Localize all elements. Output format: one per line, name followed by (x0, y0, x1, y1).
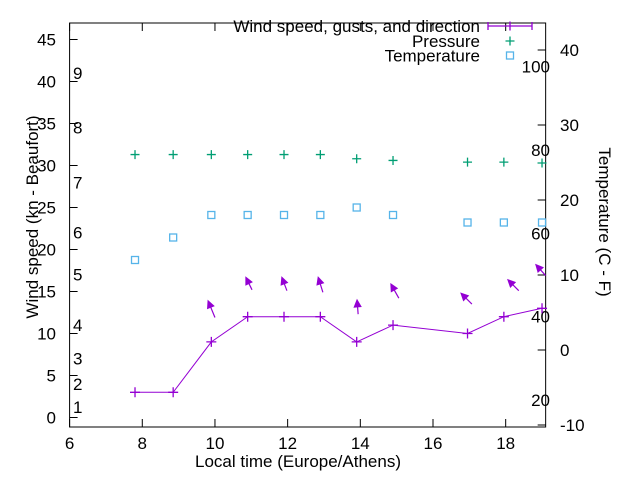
wind-direction-arrowhead (245, 276, 253, 286)
fahrenheit-label: 60 (531, 224, 550, 243)
kn-tick-label: 45 (37, 31, 56, 50)
plot-border (69, 22, 547, 428)
beaufort-label: 4 (73, 316, 82, 335)
y-axis-title-right: Temperature (C - F) (595, 147, 614, 297)
beaufort-label: 9 (73, 64, 82, 83)
pressure-marker (130, 150, 140, 160)
x-tick-label: 10 (205, 434, 224, 453)
wind-marker (130, 387, 141, 398)
fahrenheit-label: 100 (522, 58, 550, 77)
pressure-marker (388, 155, 398, 165)
celsius-tick-label: 10 (560, 266, 579, 285)
wind-marker (462, 328, 473, 339)
kn-tick-label: 10 (37, 325, 56, 344)
wind-direction-arrowhead (390, 282, 399, 293)
pressure-marker (168, 150, 178, 160)
celsius-tick-label: 40 (560, 41, 579, 60)
celsius-tick-label: -10 (560, 416, 585, 435)
wind-marker (242, 311, 253, 322)
temperature-marker (130, 255, 140, 265)
kn-tick-label: 0 (47, 409, 56, 428)
pressure-marker (537, 158, 547, 168)
fahrenheit-label: 20 (531, 391, 550, 410)
x-tick-label: 6 (65, 434, 74, 453)
legend-symbol-errorbar (487, 21, 533, 31)
temperature-marker (537, 218, 547, 227)
pressure-marker (243, 150, 253, 160)
temperature-marker (388, 210, 398, 220)
pressure-marker (279, 150, 289, 160)
kn-tick-label: 5 (47, 367, 56, 386)
temperature-marker (352, 203, 361, 212)
temperature-marker (207, 210, 216, 220)
wind-marker (351, 336, 362, 347)
x-tick-label: 18 (496, 434, 515, 453)
wind-marker (537, 303, 548, 314)
kn-tick-label: 35 (37, 115, 56, 134)
pressure-marker (463, 157, 473, 167)
legend-symbol-square (505, 51, 515, 60)
wind-marker (315, 311, 326, 322)
y-axis-title-left: Wind speed (kn - Beaufort) (23, 115, 42, 319)
celsius-tick-label: 20 (560, 191, 579, 210)
temperature-marker (499, 218, 509, 227)
temperature-marker (169, 233, 178, 242)
fahrenheit-label: 40 (531, 308, 550, 327)
wind-direction-arrowhead (460, 292, 470, 302)
kn-tick-label: 40 (37, 73, 56, 92)
celsius-tick-label: 0 (560, 341, 569, 360)
pressure-marker (206, 150, 216, 160)
pressure-marker (499, 157, 509, 167)
legend-label: Wind speed, gusts, and direction (233, 17, 480, 36)
wind-direction-arrowhead (507, 278, 517, 289)
wind-direction-arrowhead (280, 276, 289, 286)
wind-marker (168, 387, 179, 398)
x-tick-label: 16 (424, 434, 443, 453)
kn-tick-label: 15 (37, 283, 56, 302)
temperature-marker (243, 210, 252, 220)
wind-marker (388, 320, 399, 331)
pressure-marker (352, 154, 362, 164)
temperature-marker (316, 210, 325, 220)
fahrenheit-label: 80 (531, 141, 550, 160)
legend-label: Pressure (412, 32, 480, 51)
beaufort-label: 6 (73, 224, 82, 243)
x-tick-label: 12 (278, 434, 297, 453)
kn-tick-label: 20 (37, 241, 56, 260)
legend-label: Temperature (385, 47, 480, 66)
beaufort-label: 2 (73, 375, 82, 394)
wind-marker (206, 336, 217, 347)
celsius-tick-label: 30 (560, 116, 579, 135)
x-axis-title: Local time (Europe/Athens) (195, 452, 401, 471)
beaufort-label: 1 (73, 398, 82, 417)
wind-direction-arrowhead (316, 276, 325, 286)
temperature-marker (279, 210, 289, 220)
kn-tick-label: 25 (37, 199, 56, 218)
wind-series-line (135, 307, 543, 393)
wind-marker (498, 311, 509, 322)
pressure-marker (315, 150, 325, 160)
kn-tick-label: 30 (37, 157, 56, 176)
wind-direction-arrowhead (207, 299, 215, 310)
wind-direction-arrowhead (535, 263, 544, 274)
wind-marker (279, 311, 290, 322)
beaufort-label: 7 (73, 173, 82, 192)
beaufort-label: 3 (73, 350, 82, 369)
wind-direction-arrowhead (353, 298, 362, 308)
legend-symbol-plus (505, 36, 515, 46)
x-tick-label: 14 (351, 434, 370, 453)
x-tick-label: 8 (138, 434, 147, 453)
beaufort-label: 8 (73, 119, 82, 138)
beaufort-label: 5 (73, 266, 82, 285)
temperature-marker (463, 218, 472, 227)
